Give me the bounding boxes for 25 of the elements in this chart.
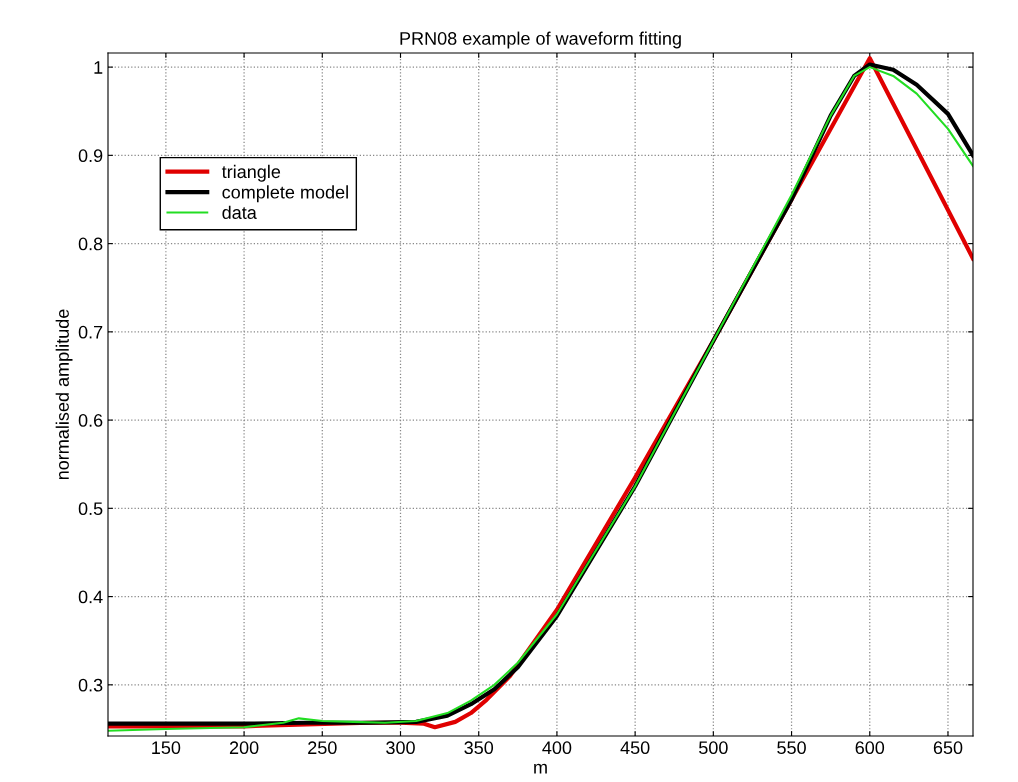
- y-tick-label: 0.5: [78, 502, 103, 516]
- x-tick-label: 550: [777, 741, 806, 755]
- legend-label: data: [222, 205, 257, 220]
- x-tick-label: 500: [699, 741, 728, 755]
- y-tick-label: 1: [94, 61, 103, 74]
- y-tick-label: 0.3: [78, 678, 103, 692]
- y-axis-title: normalised amplitude: [55, 309, 73, 480]
- chart-title: PRN08 example of waveform fitting: [400, 31, 681, 49]
- x-tick-label: 650: [933, 741, 963, 755]
- x-tick-label: 600: [855, 741, 885, 755]
- x-axis-title: m: [534, 763, 547, 774]
- x-tick-label: 300: [386, 741, 415, 755]
- y-tick-label: 0.4: [78, 590, 103, 604]
- y-tick-label: 0.6: [78, 414, 103, 427]
- x-tick-label: 450: [620, 741, 650, 755]
- y-tick-label: 0.8: [78, 237, 103, 251]
- legend-label: complete model: [222, 185, 348, 203]
- x-tick-label: 150: [152, 741, 181, 755]
- y-tick-label: 0.7: [78, 325, 103, 339]
- legend-label: triangle: [221, 164, 281, 182]
- y-tick-label: 0.9: [78, 149, 103, 163]
- x-tick-label: 350: [464, 741, 494, 755]
- x-tick-label: 200: [229, 741, 259, 755]
- x-tick-label: 250: [308, 741, 337, 755]
- x-tick-label: 400: [542, 741, 572, 755]
